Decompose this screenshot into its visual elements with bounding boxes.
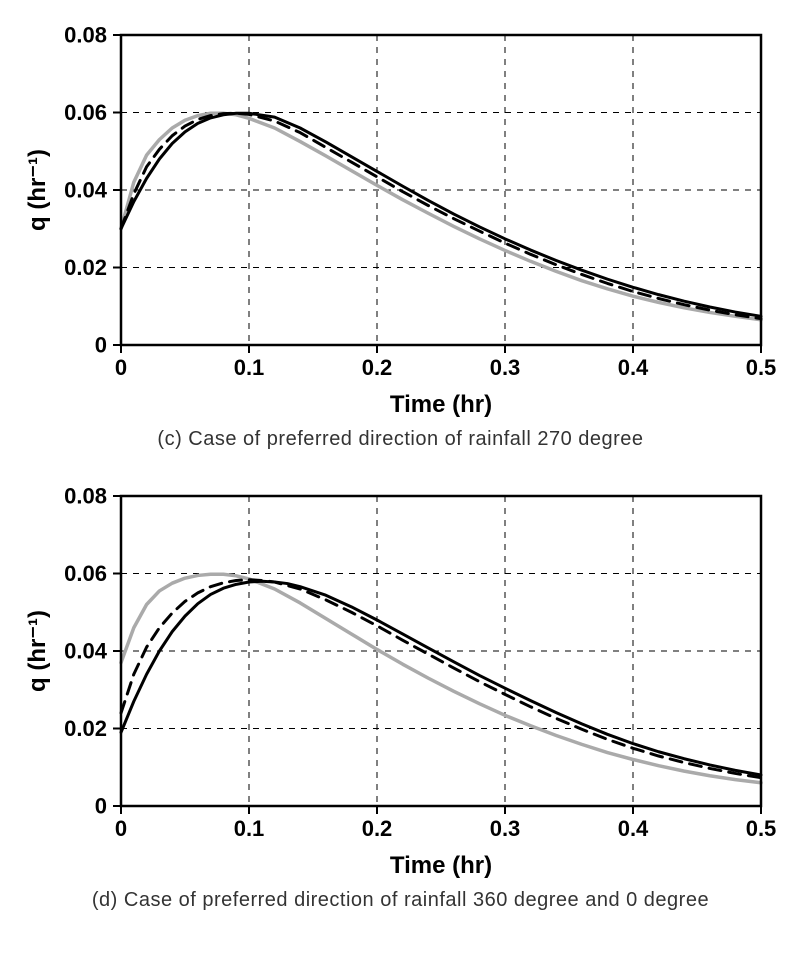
series-gray bbox=[121, 113, 761, 320]
figure-root: 0 0.1 0.2 0.3 0.4 0.5 0 0.02 0.04 0.06 0.08 Time (h… bbox=[21, 20, 781, 912]
caption-c: (c) Case of preferred direction of rainf… bbox=[21, 428, 781, 451]
ytick-label: 0 bbox=[94, 794, 106, 819]
panel-c: 0 0.1 0.2 0.3 0.4 0.5 0 0.02 0.04 0.06 0.08 Time (h… bbox=[21, 20, 781, 451]
chart-c: 0 0.1 0.2 0.3 0.4 0.5 0 0.02 0.04 0.06 0.08 Time (h… bbox=[21, 20, 781, 420]
xtick-label: 0 bbox=[114, 816, 126, 841]
ytick-label: 0.06 bbox=[64, 100, 107, 125]
xtick-label: 0.5 bbox=[745, 816, 776, 841]
panel-d: 0 0.1 0.2 0.3 0.4 0.5 0 0.02 0.04 0.06 0.08 Time (h… bbox=[21, 481, 781, 912]
ytick-label: 0.02 bbox=[64, 716, 107, 741]
xtick-label: 0.4 bbox=[617, 816, 648, 841]
xtick-label: 0.3 bbox=[489, 355, 520, 380]
xtick-label: 0.5 bbox=[745, 355, 776, 380]
ytick-label: 0.08 bbox=[64, 23, 107, 48]
xtick-label: 0.1 bbox=[233, 355, 264, 380]
xtick-label: 0.2 bbox=[361, 816, 392, 841]
ylabel: q (hr⁻¹) bbox=[24, 149, 51, 231]
xtick-label: 0.2 bbox=[361, 355, 392, 380]
series-gray bbox=[121, 574, 761, 782]
xtick-label: 0.3 bbox=[489, 816, 520, 841]
xtick-label: 0.1 bbox=[233, 816, 264, 841]
series-dashed bbox=[121, 580, 761, 778]
ytick-label: 0 bbox=[94, 333, 106, 358]
ytick-label: 0.06 bbox=[64, 561, 107, 586]
caption-d: (d) Case of preferred direction of rainf… bbox=[21, 889, 781, 912]
ylabel: q (hr⁻¹) bbox=[24, 610, 51, 692]
ytick-label: 0.04 bbox=[64, 178, 108, 203]
series-solid bbox=[121, 581, 761, 775]
ytick-label: 0.02 bbox=[64, 255, 107, 280]
series-dashed bbox=[121, 113, 761, 318]
series-solid bbox=[121, 113, 761, 316]
ytick-label: 0.08 bbox=[64, 484, 107, 509]
ytick-label: 0.04 bbox=[64, 639, 108, 664]
xlabel: Time (hr) bbox=[389, 391, 491, 418]
xlabel: Time (hr) bbox=[389, 852, 491, 879]
xtick-label: 0 bbox=[114, 355, 126, 380]
xtick-label: 0.4 bbox=[617, 355, 648, 380]
chart-d: 0 0.1 0.2 0.3 0.4 0.5 0 0.02 0.04 0.06 0.08 Time (h… bbox=[21, 481, 781, 881]
